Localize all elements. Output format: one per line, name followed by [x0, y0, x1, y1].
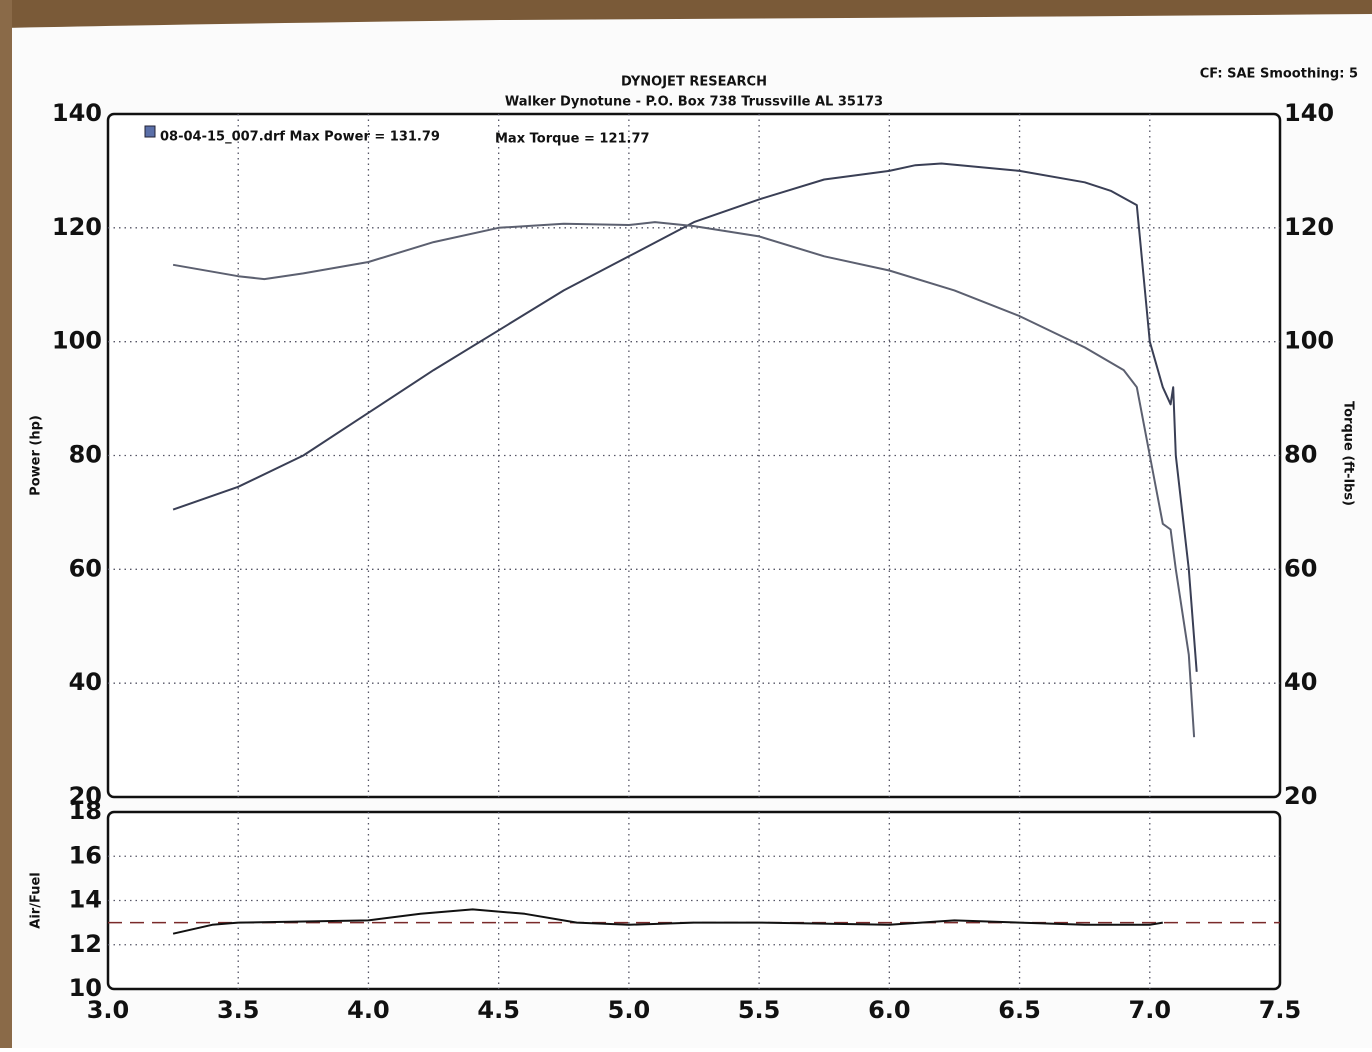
- y-tick-label: 10: [69, 974, 102, 1002]
- data-line: [172, 162, 1198, 672]
- legend-text: Max Torque = 121.77: [495, 132, 650, 147]
- x-tick-label: 4.0: [347, 996, 390, 1024]
- y2-tick-label: 60: [1284, 554, 1317, 582]
- y-tick-label: 60: [69, 554, 102, 582]
- legend-text: 08-04-15_007.drf Max Power = 131.79: [160, 130, 440, 145]
- y-tick-label: 16: [69, 841, 102, 869]
- data-line: [172, 221, 1196, 738]
- x-tick-label: 3.5: [217, 996, 260, 1024]
- y-axis-title: Power (hp): [29, 415, 44, 496]
- x-tick-label: 7.5: [1259, 996, 1302, 1024]
- x-tick-label: 4.5: [477, 996, 520, 1024]
- header-title: DYNOJET RESEARCH: [621, 75, 767, 90]
- x-tick-label: 5.5: [738, 996, 781, 1024]
- data-line: [172, 908, 1163, 935]
- y-tick-label: 120: [52, 213, 102, 241]
- x-tick-label: 7.0: [1129, 996, 1172, 1024]
- y2-tick-label: 80: [1284, 441, 1317, 469]
- y-tick-label: 40: [69, 668, 102, 696]
- y2-axis-title: Torque (ft-lbs): [1341, 401, 1356, 506]
- y2-tick-label: 20: [1284, 782, 1317, 810]
- y2-tick-label: 120: [1284, 213, 1334, 241]
- x-tick-label: 3.0: [87, 996, 130, 1024]
- y-tick-label: 100: [52, 327, 102, 355]
- y2-tick-label: 100: [1284, 327, 1334, 355]
- y-tick-label: 14: [69, 886, 102, 914]
- y2-tick-label: 40: [1284, 668, 1317, 696]
- table-edge-left: [0, 0, 12, 1048]
- y-axis-title: Air/Fuel: [29, 872, 44, 928]
- header-subtitle: Walker Dynotune - P.O. Box 738 Trussvill…: [505, 95, 883, 110]
- y2-tick-label: 140: [1284, 99, 1334, 127]
- table-edge: [0, 0, 1372, 28]
- x-tick-label: 6.5: [998, 996, 1041, 1024]
- x-tick-label: 6.0: [868, 996, 911, 1024]
- y-tick-label: 18: [69, 797, 102, 825]
- y-tick-label: 12: [69, 930, 102, 958]
- header-settings: CF: SAE Smoothing: 5: [1200, 67, 1358, 82]
- y-tick-label: 140: [52, 99, 102, 127]
- legend-swatch: [144, 125, 156, 138]
- x-tick-label: 5.0: [608, 996, 651, 1024]
- y-tick-label: 20: [69, 782, 102, 810]
- y-tick-label: 80: [69, 441, 102, 469]
